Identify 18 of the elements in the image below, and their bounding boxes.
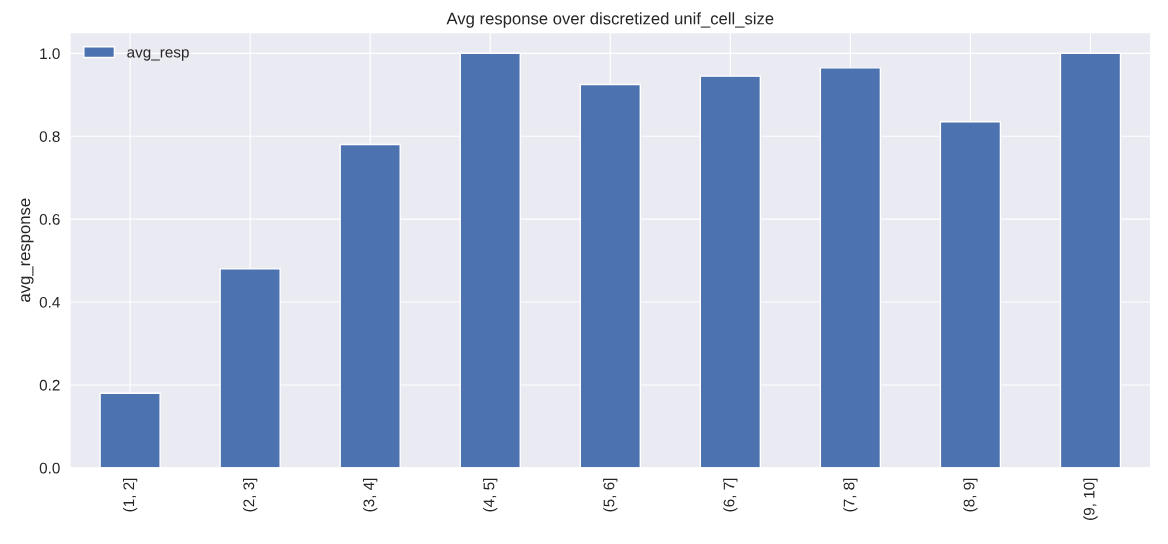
x-tick-label: (6, 7] bbox=[723, 478, 738, 512]
x-tick-label: (8, 9] bbox=[963, 478, 978, 512]
x-tick-label: (3, 4] bbox=[363, 478, 378, 512]
x-tick-label: (1, 2] bbox=[122, 478, 138, 512]
legend-label: avg_resp bbox=[127, 49, 189, 61]
y-tick-label: 0.0 bbox=[39, 462, 60, 474]
y-tick-label: 0.8 bbox=[39, 131, 60, 142]
y-axis-title: avg_response bbox=[21, 198, 34, 302]
x-tick-label: (5, 6] bbox=[603, 478, 618, 512]
x-tick-label: (2, 3] bbox=[243, 478, 258, 512]
x-tick-label: (7, 8] bbox=[843, 478, 858, 512]
y-tick-label: 0.4 bbox=[39, 296, 60, 308]
chart-title: Avg response over discretized unif_cell_size bbox=[446, 12, 774, 28]
x-tick-label: (4, 5] bbox=[483, 478, 498, 512]
y-tick-label: 0.6 bbox=[39, 214, 60, 225]
y-tick-label: 1.0 bbox=[40, 48, 60, 60]
y-tick-label: 0.2 bbox=[39, 379, 60, 391]
x-tick-label: (9, 10] bbox=[1083, 478, 1098, 520]
